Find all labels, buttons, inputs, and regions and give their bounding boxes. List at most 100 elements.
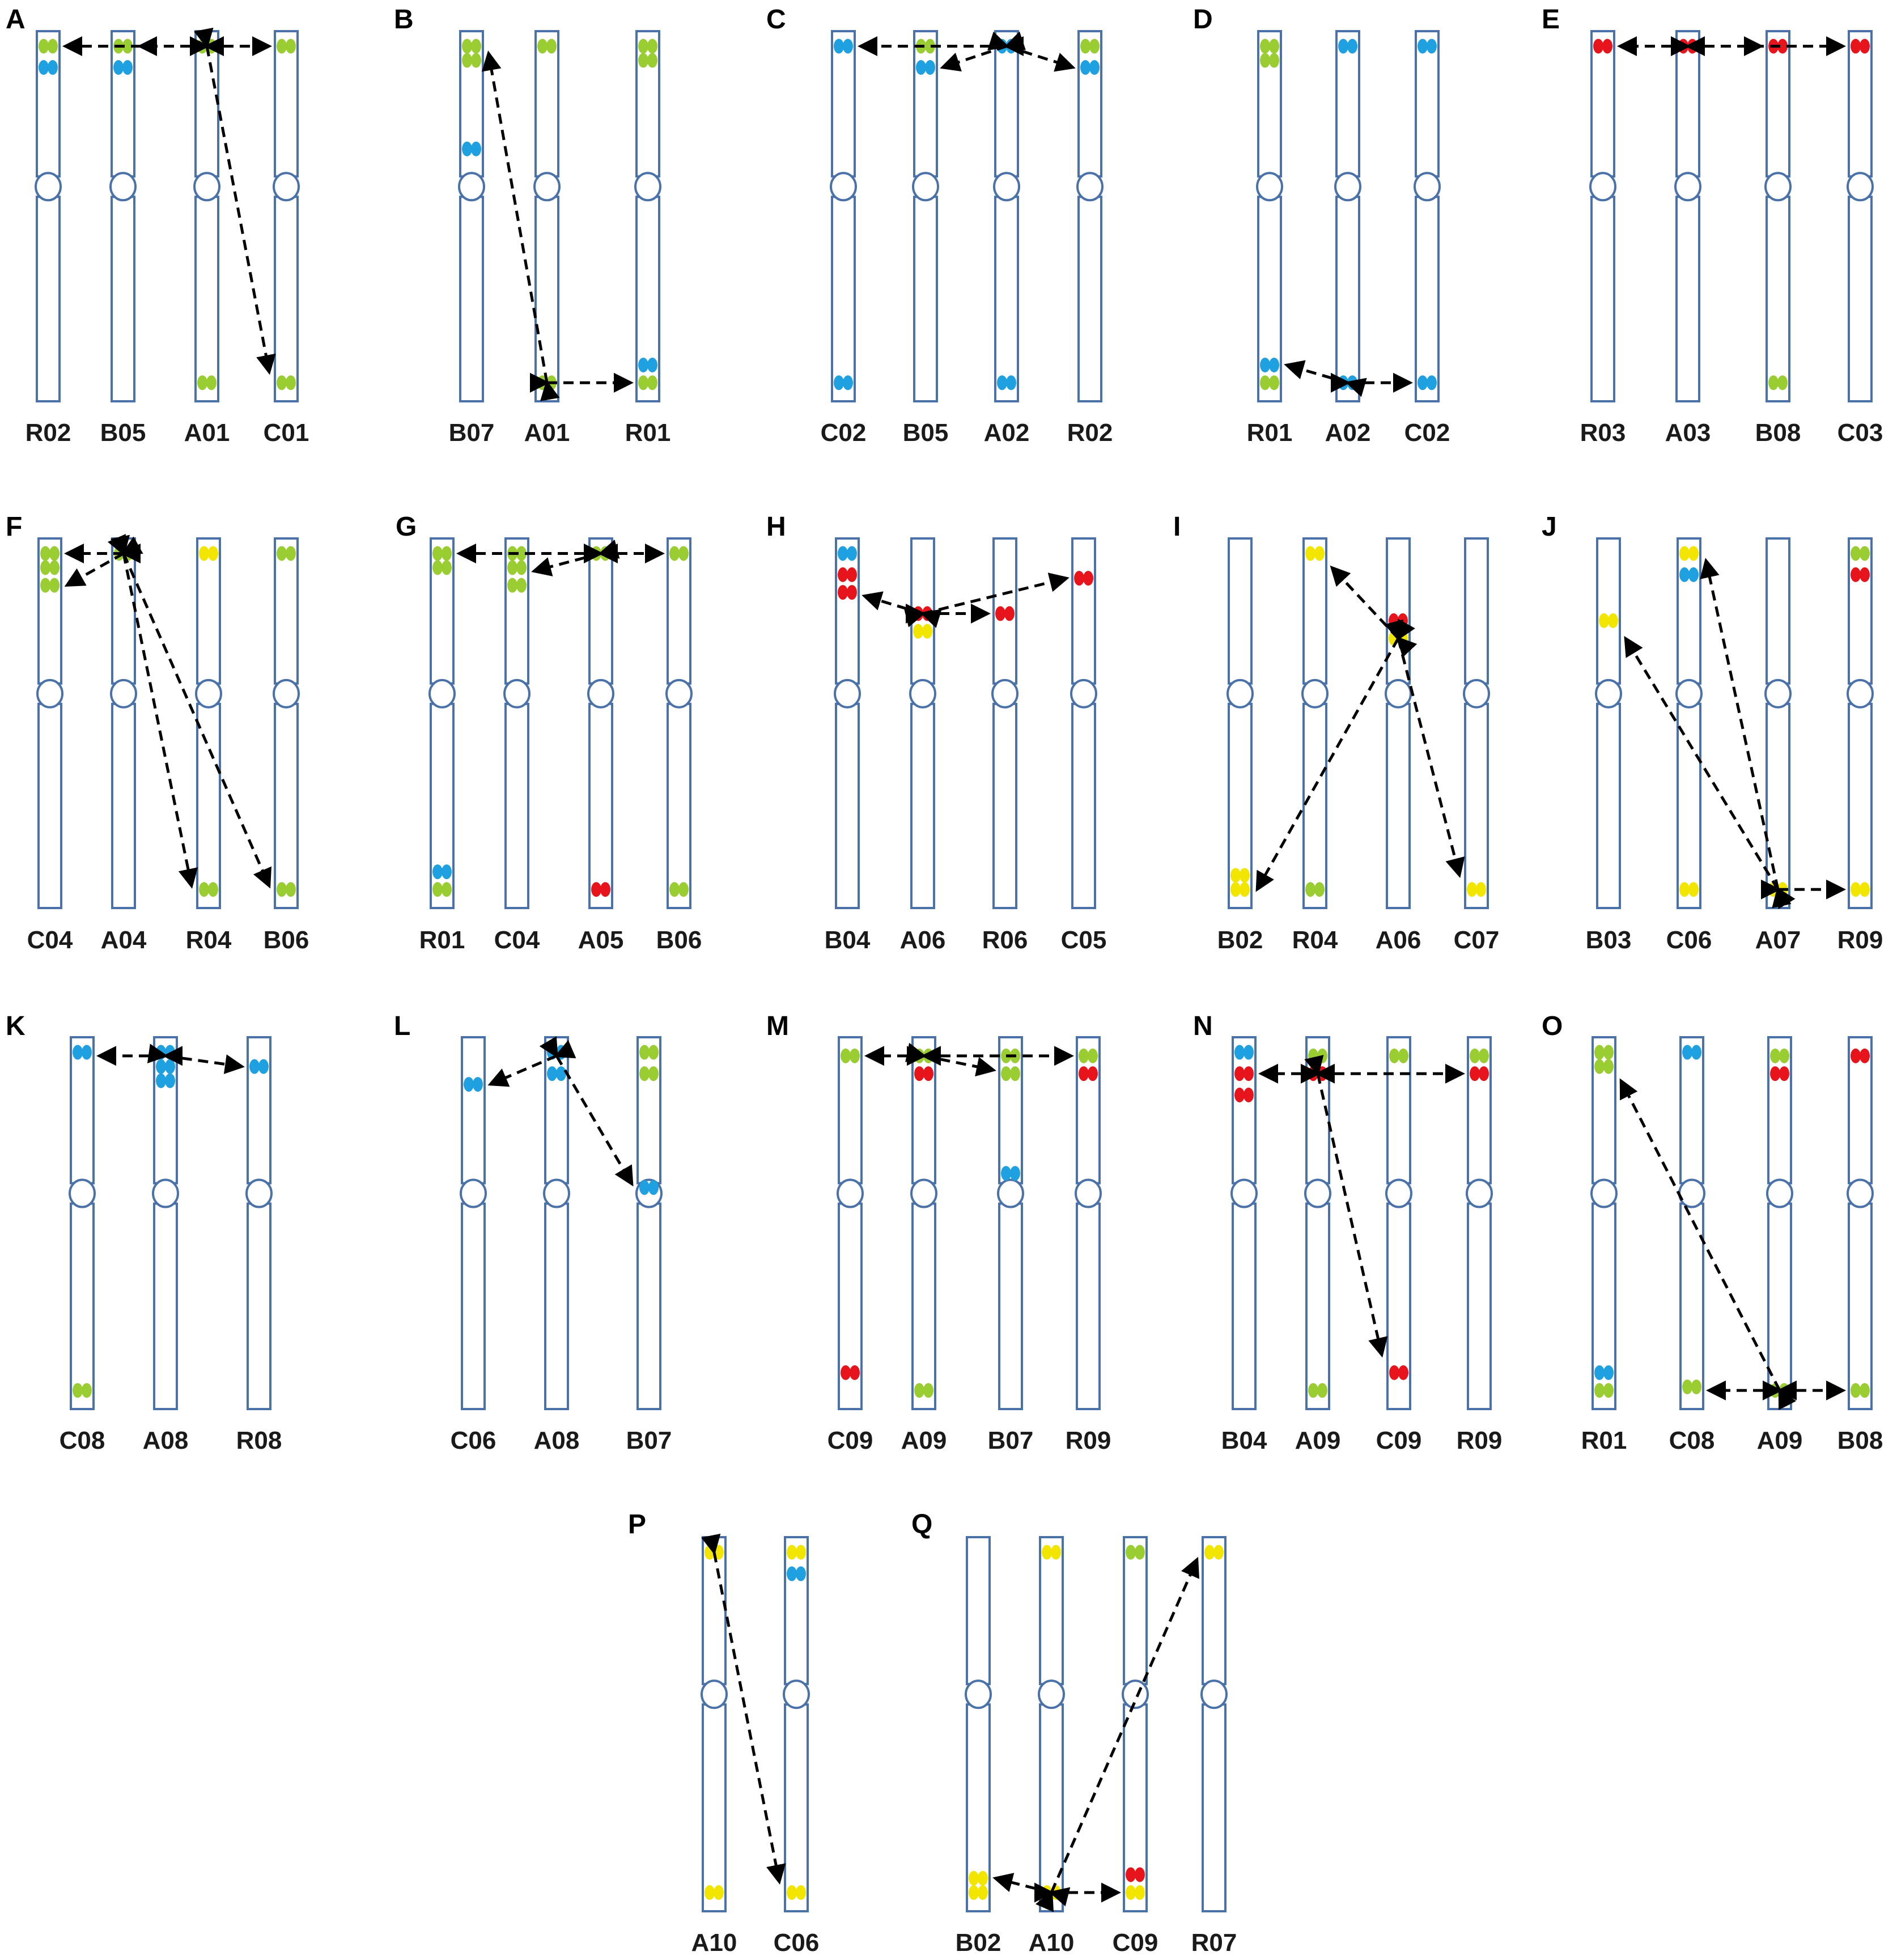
centromere — [912, 172, 939, 202]
blue-marker — [1418, 375, 1437, 391]
blue-marker — [1001, 1166, 1020, 1181]
homology-arrow — [1284, 360, 1367, 397]
green-marker — [462, 53, 481, 68]
chromosome-b05: B05 — [100, 30, 146, 447]
centromere — [837, 1178, 864, 1208]
blue-marker — [39, 60, 58, 75]
chromosome-upper-arm — [459, 30, 484, 178]
chromosome-label: B02 — [956, 1929, 1001, 1957]
chromosome-b03: B03 — [1586, 537, 1632, 954]
chromosome-upper-arm — [534, 30, 559, 178]
chromosome-c02: C02 — [1404, 30, 1450, 447]
chromosome-label: C09 — [827, 1427, 873, 1454]
green-marker — [1260, 53, 1279, 68]
chromosome-label: C02 — [821, 419, 867, 447]
blue-marker — [1234, 1045, 1254, 1060]
panel-h: H B04 A06 R06 C05 — [766, 512, 1106, 954]
chromosome-lower-arm — [1467, 1202, 1492, 1411]
yellow-marker — [1230, 868, 1250, 883]
homology-arrow — [1700, 558, 1792, 909]
chromosome-r02: R02 — [26, 30, 71, 447]
chromosome-upper-arm — [1123, 1536, 1148, 1686]
chromosome-lower-arm — [461, 1202, 486, 1411]
chromosome-lower-arm — [1076, 1202, 1101, 1411]
chromosome-a08: A08 — [143, 1036, 188, 1454]
centromere — [910, 1178, 937, 1208]
chromosome-lower-arm — [635, 196, 660, 402]
blue-marker — [464, 1077, 483, 1092]
blue-marker — [462, 141, 481, 156]
chromosome-upper-arm — [1677, 537, 1701, 685]
centromere — [991, 678, 1018, 709]
centromere — [701, 1679, 728, 1709]
chromosome-lower-arm — [1302, 702, 1327, 909]
panel-letter: O — [1542, 1011, 1563, 1041]
green-marker — [1260, 375, 1279, 391]
centromere — [997, 1178, 1024, 1208]
centromere — [1766, 1178, 1793, 1208]
chromosome-upper-arm — [1415, 30, 1440, 178]
homology-arrow — [482, 50, 560, 401]
panel-letter: K — [6, 1011, 26, 1041]
chromosome-label: A08 — [534, 1427, 580, 1454]
panel-m: M C09 A09 B07 R09 — [766, 1011, 1111, 1454]
blue-marker — [1338, 39, 1357, 54]
panel-d: D R01 A02 C02 — [1193, 5, 1450, 447]
red-marker — [1389, 1365, 1408, 1380]
chromosome-lower-arm — [1257, 196, 1282, 402]
panel-i: I B02 R04 A06 C07 — [1173, 512, 1499, 954]
green-marker — [73, 1383, 92, 1398]
green-marker — [1080, 39, 1100, 54]
blue-marker — [249, 1059, 269, 1074]
chromosome-label: B06 — [264, 926, 309, 954]
centromere — [665, 678, 693, 709]
chromosome-lower-arm — [1039, 1703, 1064, 1912]
chromosome-upper-arm — [1464, 537, 1489, 685]
panel-l: L C06 A08 B07 — [394, 1011, 672, 1454]
centromere — [834, 678, 861, 709]
green-marker — [39, 39, 58, 54]
panel-k: K C08 A08 R08 — [6, 1011, 282, 1454]
chromosome-b08: B08 — [1837, 1036, 1883, 1454]
green-marker — [1768, 375, 1788, 391]
chromosome-lower-arm — [911, 1202, 936, 1411]
centromere — [503, 678, 531, 709]
chromosome-upper-arm — [831, 30, 856, 178]
yellow-marker — [1467, 882, 1486, 897]
yellow-marker — [1679, 546, 1699, 561]
green-marker — [669, 882, 689, 897]
panel-f: F C04 A04 R04 B06 — [6, 512, 309, 954]
green-marker — [1851, 1383, 1870, 1398]
blue-marker — [1679, 567, 1699, 582]
chromosome-label: C08 — [1669, 1427, 1715, 1454]
blue-marker — [1682, 1045, 1701, 1060]
chromosome-label: C06 — [774, 1929, 820, 1957]
centromere — [1301, 678, 1329, 709]
panel-letter: G — [396, 512, 417, 542]
chromosome-lower-arm — [992, 702, 1017, 909]
panel-q: Q B02 A10 C09 R07 — [911, 1509, 1237, 1957]
chromosome-upper-arm — [196, 537, 221, 685]
chromosome-a05: A05 — [578, 537, 623, 954]
chromosome-lower-arm — [1767, 1202, 1792, 1411]
chromosome-label: R09 — [1066, 1427, 1111, 1454]
blue-marker — [1260, 358, 1279, 372]
chromosome-lower-arm — [910, 702, 935, 909]
chromosome-upper-arm — [1675, 30, 1700, 178]
chromosome-upper-arm — [36, 30, 61, 178]
chromosome-label: B03 — [1586, 926, 1632, 954]
chromosome-lower-arm — [1386, 1202, 1411, 1411]
chromosome-upper-arm — [1302, 537, 1327, 685]
chromosome-r08: R08 — [236, 1036, 282, 1454]
chromosome-lower-arm — [459, 196, 484, 402]
blue-marker — [113, 60, 133, 75]
red-marker — [838, 585, 857, 600]
panel-letter: I — [1173, 512, 1181, 542]
chromosome-label: A04 — [101, 926, 147, 954]
chromosome-lower-arm — [784, 1703, 809, 1912]
panel-g: G R01 C04 A05 B06 — [396, 512, 702, 954]
chromosome-lower-arm — [1202, 1703, 1227, 1912]
chromosome-label: R08 — [236, 1427, 282, 1454]
chromosome-lower-arm — [274, 196, 299, 402]
chromosome-label: C01 — [264, 419, 309, 447]
